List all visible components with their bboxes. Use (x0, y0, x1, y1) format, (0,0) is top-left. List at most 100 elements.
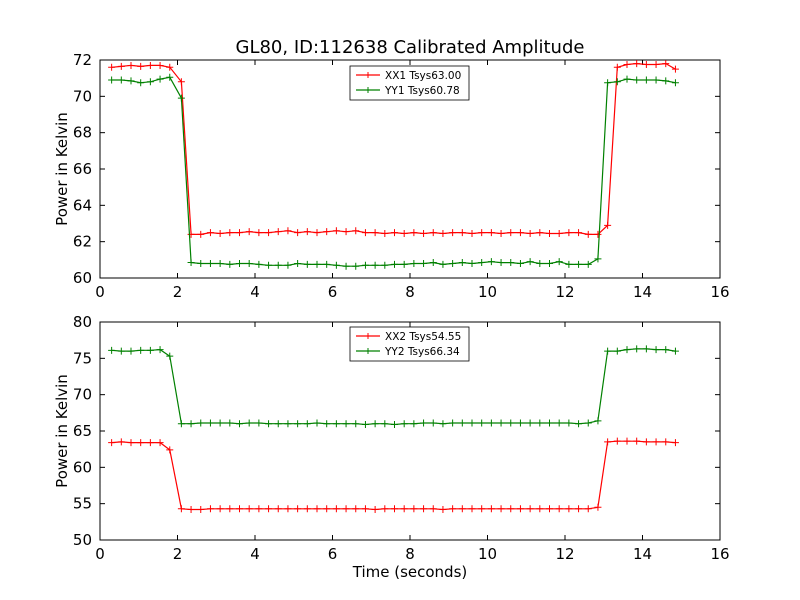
data-point (323, 420, 331, 428)
data-point (546, 259, 553, 267)
data-point (400, 420, 408, 428)
data-point (642, 345, 650, 353)
data-point (177, 94, 185, 102)
data-point (245, 419, 253, 427)
data-point (584, 505, 592, 513)
x-tick-label: 14 (633, 283, 652, 301)
data-point (177, 78, 185, 86)
y-axis-label: Power in Kelvin (53, 374, 71, 488)
data-point (507, 505, 515, 513)
data-point (575, 420, 583, 428)
data-point (303, 505, 311, 513)
data-point (391, 420, 398, 428)
data-point (265, 420, 273, 428)
data-point (565, 260, 573, 268)
data-point (294, 259, 302, 267)
y-tick-label: 50 (73, 531, 92, 549)
data-point (565, 229, 573, 237)
x-tick-label: 8 (405, 545, 415, 563)
data-point (555, 229, 563, 237)
data-point (117, 438, 125, 446)
data-point (381, 229, 389, 237)
data-point (400, 505, 408, 513)
data-point (206, 259, 214, 267)
data-point (381, 505, 389, 513)
data-point (439, 229, 447, 237)
y-tick-label: 64 (73, 196, 92, 214)
data-point (371, 261, 379, 269)
x-tick-label: 6 (328, 545, 338, 563)
data-point (439, 505, 447, 513)
data-point (117, 76, 125, 84)
data-point (371, 420, 379, 428)
data-point (662, 346, 670, 354)
data-point (652, 61, 660, 69)
data-point (487, 229, 495, 237)
data-point (197, 505, 205, 513)
data-point (236, 505, 243, 513)
data-point (146, 346, 154, 354)
data-point (284, 420, 292, 428)
data-point (117, 347, 125, 355)
data-point (604, 438, 612, 446)
data-point (575, 229, 583, 237)
data-point (410, 259, 418, 267)
data-point (216, 259, 224, 267)
data-point (613, 347, 621, 355)
data-point (226, 260, 234, 268)
data-point (429, 505, 437, 513)
x-tick-label: 0 (95, 283, 105, 301)
data-point (497, 505, 505, 513)
data-point (342, 228, 350, 236)
x-tick-label: 4 (250, 545, 260, 563)
legend-label: XX2 Tsys54.55 (385, 331, 461, 343)
data-point (255, 419, 263, 427)
data-point (284, 261, 292, 269)
legend: XX1 Tsys63.00 YY1 Tsys60.78 (349, 65, 470, 101)
data-point (265, 261, 273, 269)
data-point (516, 259, 524, 267)
data-point (604, 347, 612, 355)
legend-marker (365, 72, 371, 78)
data-point (187, 420, 195, 428)
data-point (642, 76, 650, 84)
data-point (594, 417, 602, 425)
data-point (536, 419, 544, 427)
data-point (303, 260, 311, 268)
data-point (652, 76, 660, 84)
data-point (478, 229, 486, 237)
data-point (371, 229, 379, 237)
data-point (507, 259, 515, 267)
y-tick-label: 75 (73, 349, 92, 367)
data-point (108, 346, 116, 354)
legend-marker (365, 348, 371, 354)
series-line-xx2 (111, 440, 676, 511)
data-point (420, 229, 428, 237)
data-point (633, 60, 641, 68)
data-point (468, 259, 476, 267)
legend-label: YY1 Tsys60.78 (384, 85, 460, 97)
data-point (652, 438, 660, 446)
data-point (584, 230, 592, 238)
legend-label: XX1 Tsys63.00 (385, 70, 461, 82)
data-point (555, 505, 563, 513)
y-tick-label: 70 (73, 87, 92, 105)
data-point (245, 259, 253, 267)
x-tick-label: 8 (405, 283, 415, 301)
data-point (166, 446, 174, 454)
data-point (236, 229, 243, 237)
data-point (284, 505, 292, 513)
data-point (662, 77, 670, 85)
data-point (177, 420, 185, 428)
data-point (187, 505, 195, 513)
x-tick-label: 12 (555, 283, 574, 301)
data-point (303, 420, 311, 428)
data-point (565, 419, 573, 427)
chart-panel-2: 0 2 4 6 8 10 12 14 16 50 55 60 65 70 75 80 Power in Kelv… (53, 313, 730, 581)
data-point (342, 505, 350, 513)
data-point (536, 505, 544, 513)
data-point (478, 505, 486, 513)
data-point (478, 259, 486, 267)
x-tick-label: 16 (710, 283, 729, 301)
data-point (156, 346, 164, 354)
